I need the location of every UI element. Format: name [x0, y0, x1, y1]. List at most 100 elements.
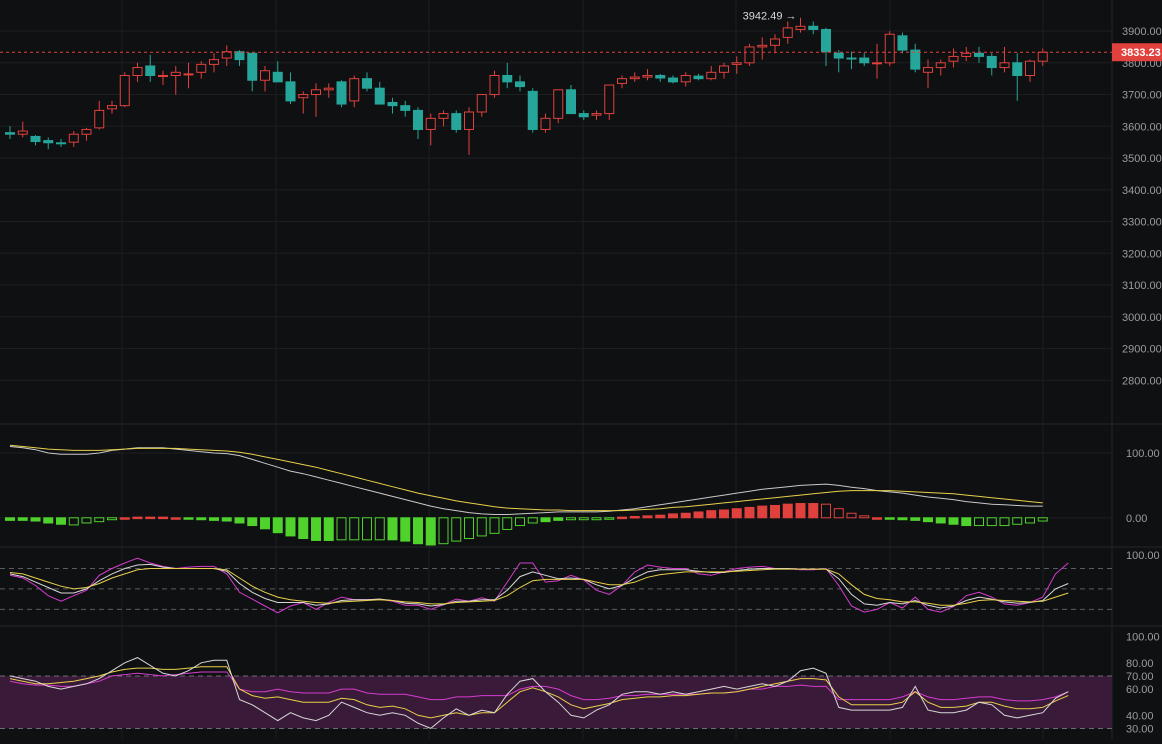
candle-body[interactable]: [81, 128, 92, 135]
macd-histogram-bar[interactable]: [119, 517, 130, 520]
macd-histogram-bar[interactable]: [540, 517, 551, 523]
macd-histogram-bar[interactable]: [81, 517, 92, 524]
candle-body[interactable]: [719, 65, 729, 73]
macd-histogram-bar[interactable]: [846, 512, 857, 519]
candle-body[interactable]: [476, 94, 487, 113]
macd-histogram-bar[interactable]: [986, 517, 997, 527]
candle-body[interactable]: [438, 113, 449, 119]
candle-body[interactable]: [961, 52, 972, 57]
candle-body[interactable]: [744, 46, 755, 64]
macd-histogram-bar[interactable]: [43, 517, 54, 524]
macd-histogram-bar[interactable]: [145, 516, 156, 520]
candle-body[interactable]: [948, 55, 959, 62]
candle-body[interactable]: [986, 55, 997, 69]
candle-body[interactable]: [145, 65, 156, 76]
macd-histogram-bar[interactable]: [196, 517, 207, 521]
macd-histogram-bar[interactable]: [170, 517, 181, 520]
stochastic-series-line[interactable]: [9, 568, 1069, 606]
macd-histogram-bar[interactable]: [910, 517, 921, 521]
macd-histogram-bar[interactable]: [833, 508, 844, 519]
macd-histogram-bar[interactable]: [234, 517, 245, 524]
macd-histogram-bar[interactable]: [336, 517, 347, 541]
macd-histogram-bar[interactable]: [464, 517, 474, 540]
candle-body[interactable]: [298, 94, 309, 99]
candle-body[interactable]: [387, 101, 398, 107]
candle-body[interactable]: [502, 74, 513, 83]
candle-body[interactable]: [859, 57, 870, 64]
candle-body[interactable]: [285, 81, 296, 102]
macd-histogram-bar[interactable]: [30, 517, 41, 522]
candle-body[interactable]: [425, 117, 436, 130]
candle-body[interactable]: [553, 89, 564, 119]
candle-body[interactable]: [209, 59, 219, 65]
candle-body[interactable]: [604, 84, 615, 115]
rsi-panel[interactable]: [0, 657, 1112, 729]
macd-histogram-bar[interactable]: [349, 517, 360, 541]
candle-body[interactable]: [578, 113, 589, 118]
macd-histogram-bar[interactable]: [999, 517, 1010, 527]
candle-body[interactable]: [234, 51, 245, 61]
macd-histogram-bar[interactable]: [974, 517, 984, 527]
candle-body[interactable]: [629, 76, 640, 80]
candle-body[interactable]: [795, 25, 806, 30]
candle-body[interactable]: [30, 135, 41, 143]
candle-body[interactable]: [107, 105, 117, 110]
candle-body[interactable]: [1037, 51, 1048, 62]
candle-body[interactable]: [566, 89, 576, 115]
candle-body[interactable]: [94, 109, 105, 129]
macd-histogram-bar[interactable]: [948, 517, 959, 525]
candle-body[interactable]: [757, 44, 768, 48]
macd-histogram-bar[interactable]: [132, 516, 143, 520]
macd-histogram-bar[interactable]: [655, 514, 666, 519]
price-axis[interactable]: 3900.003800.003700.003600.003500.003400.…: [1112, 26, 1162, 735]
price-panel[interactable]: 3942.49 →: [0, 11, 1112, 155]
macd-histogram-bar[interactable]: [604, 517, 615, 520]
macd-histogram-bar[interactable]: [719, 509, 729, 519]
macd-histogram-bar[interactable]: [5, 517, 15, 521]
macd-histogram-bar[interactable]: [795, 503, 806, 519]
macd-histogram-bar[interactable]: [770, 504, 780, 519]
macd-histogram-bar[interactable]: [617, 516, 627, 520]
candle-body[interactable]: [770, 38, 780, 46]
macd-histogram-bar[interactable]: [706, 510, 717, 519]
candle-body[interactable]: [923, 67, 933, 73]
macd-histogram-bar[interactable]: [413, 517, 423, 545]
macd-histogram-bar[interactable]: [1025, 517, 1035, 524]
macd-histogram-bar[interactable]: [693, 511, 704, 519]
candle-body[interactable]: [247, 52, 258, 81]
candle-body[interactable]: [540, 117, 551, 130]
macd-histogram-bar[interactable]: [425, 517, 436, 546]
candle-body[interactable]: [999, 62, 1010, 69]
macd-histogram-bar[interactable]: [859, 515, 870, 519]
macd-histogram-bar[interactable]: [247, 517, 258, 527]
candle-body[interactable]: [119, 74, 130, 107]
macd-histogram-bar[interactable]: [923, 517, 933, 523]
macd-histogram-bar[interactable]: [272, 517, 283, 534]
macd-line[interactable]: [9, 446, 1043, 515]
rsi-series-line[interactable]: [9, 657, 1069, 729]
macd-histogram-bar[interactable]: [221, 517, 232, 522]
macd-histogram-bar[interactable]: [183, 517, 194, 520]
candle-body[interactable]: [706, 71, 717, 80]
macd-histogram-bar[interactable]: [1037, 517, 1048, 522]
candle-body[interactable]: [323, 87, 334, 91]
candle-body[interactable]: [413, 109, 423, 130]
candle-body[interactable]: [617, 78, 627, 84]
macd-histogram-bar[interactable]: [400, 517, 411, 542]
candle-body[interactable]: [974, 52, 984, 57]
macd-histogram-bar[interactable]: [68, 517, 79, 526]
candle-body[interactable]: [668, 77, 678, 83]
macd-histogram-bar[interactable]: [515, 517, 525, 527]
macd-signal-line[interactable]: [9, 444, 1043, 512]
candle-body[interactable]: [655, 74, 666, 79]
macd-histogram-bar[interactable]: [961, 517, 972, 527]
macd-histogram-bar[interactable]: [744, 506, 755, 519]
candle-body[interactable]: [374, 87, 385, 105]
macd-histogram-bar[interactable]: [158, 516, 168, 520]
candle-body[interactable]: [17, 130, 28, 135]
macd-histogram-bar[interactable]: [821, 503, 831, 519]
macd-histogram-bar[interactable]: [476, 517, 487, 537]
macd-histogram-bar[interactable]: [1012, 517, 1023, 525]
candle-body[interactable]: [400, 105, 411, 111]
